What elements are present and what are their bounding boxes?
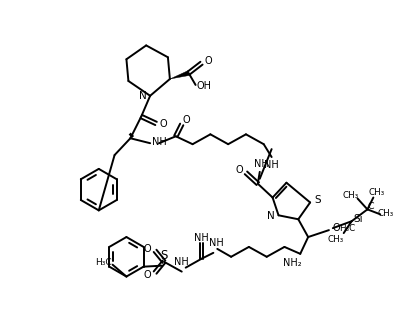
Text: CH₃: CH₃ bbox=[368, 188, 384, 197]
Text: OH: OH bbox=[197, 81, 212, 91]
Text: NH₂: NH₂ bbox=[283, 258, 302, 268]
Text: CH₃: CH₃ bbox=[377, 209, 393, 218]
Text: N: N bbox=[267, 211, 274, 221]
Text: S: S bbox=[160, 249, 168, 262]
Text: H₃C: H₃C bbox=[340, 224, 356, 233]
Text: CH₃: CH₃ bbox=[343, 191, 359, 200]
Text: O: O bbox=[159, 119, 167, 130]
Text: O: O bbox=[143, 244, 151, 254]
Text: O: O bbox=[205, 56, 212, 66]
Text: S: S bbox=[315, 196, 321, 205]
Polygon shape bbox=[170, 71, 189, 79]
Text: NH: NH bbox=[194, 233, 209, 243]
Text: O: O bbox=[235, 165, 243, 175]
Text: NH: NH bbox=[152, 137, 166, 147]
Text: N: N bbox=[140, 91, 147, 101]
Text: CH₃: CH₃ bbox=[328, 234, 344, 243]
Text: H₃C: H₃C bbox=[95, 258, 112, 267]
Text: NH: NH bbox=[254, 159, 269, 169]
Text: NH: NH bbox=[209, 238, 224, 248]
Text: NH: NH bbox=[174, 257, 189, 267]
Text: O: O bbox=[332, 223, 340, 233]
Text: NH: NH bbox=[264, 160, 279, 170]
Text: Si: Si bbox=[354, 214, 364, 224]
Text: O: O bbox=[183, 115, 191, 125]
Text: C: C bbox=[367, 202, 374, 211]
Text: O: O bbox=[143, 270, 151, 279]
